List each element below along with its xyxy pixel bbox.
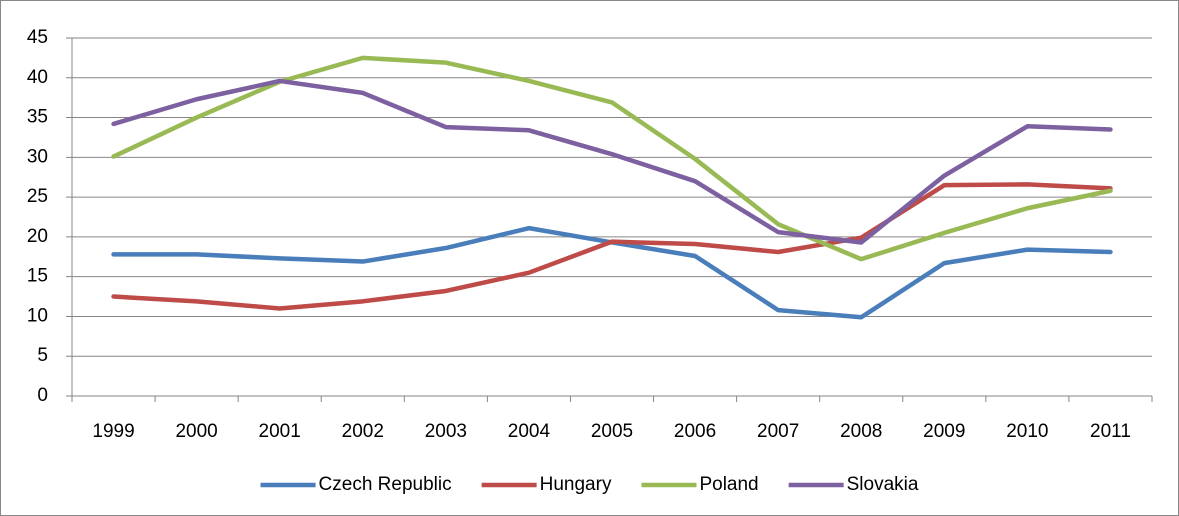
y-tick-label: 10 xyxy=(27,305,48,326)
y-tick-label: 25 xyxy=(27,186,48,207)
y-tick-label: 40 xyxy=(27,67,48,88)
x-tick-label: 2005 xyxy=(591,421,633,442)
x-tick-label: 2002 xyxy=(342,421,384,442)
x-tick-label: 2001 xyxy=(259,421,301,442)
y-tick-label: 15 xyxy=(27,266,48,287)
series-line xyxy=(111,182,1113,311)
y-tick-label: 20 xyxy=(27,226,48,247)
x-tick-label: 2008 xyxy=(840,421,882,442)
legend-label: Czech Republic xyxy=(319,474,452,495)
series-line xyxy=(111,78,1113,245)
y-tick-label: 0 xyxy=(37,385,48,406)
x-tick-label: 2009 xyxy=(923,421,965,442)
legend-label: Slovakia xyxy=(847,474,919,495)
y-tick-label: 30 xyxy=(27,146,48,167)
x-tick-label: 2010 xyxy=(1006,421,1048,442)
y-tick-label: 5 xyxy=(37,345,48,366)
y-tick-label: 45 xyxy=(27,27,48,48)
x-tick-label: 2007 xyxy=(757,421,799,442)
x-tick-label: 1999 xyxy=(92,421,134,442)
x-tick-label: 2000 xyxy=(175,421,217,442)
legend-label: Hungary xyxy=(540,474,612,495)
y-tick-label: 35 xyxy=(27,107,48,128)
legend-label: Poland xyxy=(699,474,758,495)
x-tick-label: 2006 xyxy=(674,421,716,442)
x-tick-label: 2004 xyxy=(508,421,551,442)
x-tick-label: 2003 xyxy=(425,421,467,442)
x-tick-label: 2011 xyxy=(1090,421,1131,442)
